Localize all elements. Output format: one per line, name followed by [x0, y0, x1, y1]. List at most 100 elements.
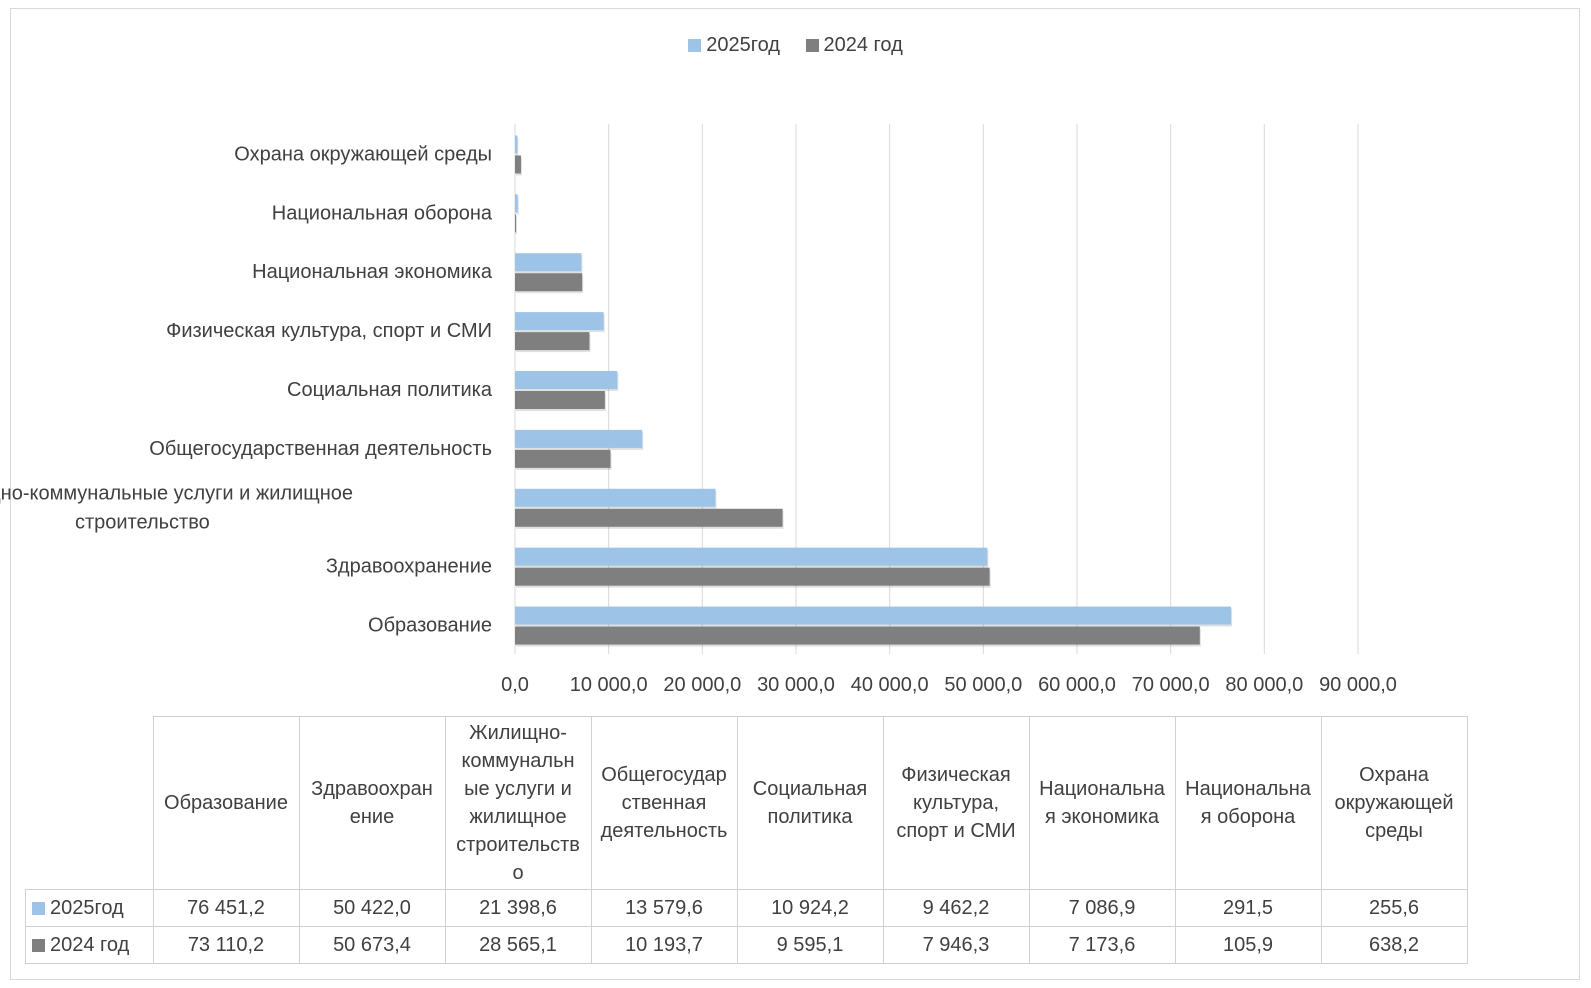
table-header-cell: Физическая культура, спорт и СМИ	[882, 716, 1030, 890]
table-header-line: Национальна	[1185, 777, 1311, 800]
bar-chart: Образование Здравоохранение Жилищно-коммун…	[0, 124, 1397, 696]
table-cell: 7 173,6	[1028, 925, 1176, 964]
category-label: Физическая культура, спорт и СМИ	[166, 320, 492, 342]
table-row-label: 2025год	[50, 896, 124, 919]
table-header-cell: Общегосудар ственная деятельность	[590, 716, 738, 890]
table-row: 2024 год 73 110,2 50 673,4 28 565,1 10 193,7…	[25, 925, 1468, 964]
chart-legend: 2025год 2024 год	[0, 34, 1591, 58]
table-header-line: Общегосудар	[601, 763, 727, 786]
table-header-line: Здравоохран	[311, 777, 433, 800]
category-label: Социальная политика	[287, 379, 493, 401]
x-tick-label: 70 000,0	[1132, 674, 1210, 696]
legend-label-2024: 2024 год	[823, 34, 903, 56]
table-cell: 9 462,2	[882, 888, 1030, 927]
category-label-line: строительство	[75, 511, 210, 533]
table-header-cell: Национальна я оборона	[1174, 716, 1322, 890]
table-header-cell: Национальна я экономика	[1028, 716, 1176, 890]
table-header-line: я оборона	[1200, 805, 1296, 828]
table-header-line: спорт и СМИ	[896, 819, 1016, 842]
x-tick-label: 90 000,0	[1319, 674, 1397, 696]
table-header-line: окружающей	[1334, 791, 1454, 814]
legend-item-2024: 2024 год	[805, 34, 903, 57]
table-header-line: коммунальн	[461, 749, 575, 772]
bar-2025	[515, 253, 582, 272]
bar-2024	[515, 508, 783, 527]
category-label: Общегосударственная деятельность	[149, 438, 492, 460]
bar-2024	[515, 626, 1200, 645]
x-tick-label: 40 000,0	[851, 674, 929, 696]
bar-2025	[515, 488, 716, 507]
table-row-label: 2024 год	[50, 933, 130, 956]
table-header-line: ые услуги и	[464, 777, 572, 800]
bar-2024	[515, 332, 590, 351]
category-label: Образование	[368, 615, 492, 637]
category-label-line: Физическая культура, спорт и СМИ	[166, 320, 492, 342]
table-cell: 638,2	[1320, 925, 1468, 964]
table-header-cell: Образование	[152, 716, 300, 890]
table-cell: 9 595,1	[736, 925, 884, 964]
table-header-cell: Здравоохран ение	[298, 716, 446, 890]
table-row-header: 2025год	[25, 888, 154, 927]
bar-2025	[515, 194, 518, 213]
table-legend-swatch	[32, 901, 45, 915]
table-cell: 10 193,7	[590, 925, 738, 964]
table-cell: 7 946,3	[882, 925, 1030, 964]
table-cell: 50 673,4	[298, 925, 446, 964]
table-header-line: Социальная	[752, 777, 868, 800]
table-cell: 76 451,2	[152, 888, 300, 927]
table-cell: 7 086,9	[1028, 888, 1176, 927]
bars	[515, 135, 1233, 647]
table-header-line: деятельность	[600, 819, 728, 842]
table-corner	[25, 716, 154, 890]
category-label-line: Образование	[368, 615, 492, 637]
table-header-line: Жилищно-	[469, 721, 567, 744]
bar-2025	[515, 547, 988, 566]
bar-2024	[515, 391, 605, 409]
bar-2025	[515, 312, 604, 331]
bar-2024	[515, 155, 521, 174]
table-header-line: жилищное	[469, 805, 567, 828]
table-header-line: Физическая	[901, 763, 1011, 786]
category-label: Национальная экономика	[252, 261, 493, 283]
category-label-line: Охрана окружающей среды	[234, 143, 492, 165]
bar-2024	[515, 449, 611, 468]
value-axis-tick-labels: 0,0 10 000,0 20 000,0 30 000,0 40 000,0 50 00…	[501, 674, 1397, 696]
x-tick-label: 10 000,0	[570, 674, 648, 696]
category-label-line: Жилищно-коммунальные услуги и жилищное	[0, 482, 353, 504]
table-cell: 21 398,6	[444, 888, 592, 927]
bar-2025	[515, 371, 618, 389]
table-header-line: ение	[349, 805, 395, 828]
table-cell: 50 422,0	[298, 888, 446, 927]
category-label-line: Национальная оборона	[272, 202, 493, 224]
category-axis-labels: Образование Здравоохранение Жилищно-коммун…	[0, 143, 493, 636]
table-cell: 255,6	[1320, 888, 1468, 927]
table-header-cell: Жилищно-коммунальн ые услуги и жилищное стр…	[444, 716, 592, 890]
legend-swatch-2024	[805, 39, 819, 52]
category-label: Национальная оборона	[272, 202, 493, 224]
bar-2025	[515, 429, 643, 448]
table-cell: 291,5	[1174, 888, 1322, 927]
table-header-line: среды	[1365, 819, 1423, 842]
x-tick-label: 80 000,0	[1225, 674, 1303, 696]
table-header-line: о	[512, 861, 524, 884]
data-table: Образование Здравоохран ение Жилищно-коммун…	[25, 716, 1468, 964]
table-cell: 10 924,2	[736, 888, 884, 927]
x-tick-label: 0,0	[501, 674, 529, 696]
table-cell: 73 110,2	[152, 925, 300, 964]
table-cell: 105,9	[1174, 925, 1322, 964]
table-cell: 28 565,1	[444, 925, 592, 964]
table-header-line: Образование	[164, 791, 288, 814]
table-header-line: ственная	[621, 791, 707, 814]
category-label-line: Общегосударственная деятельность	[149, 438, 492, 460]
x-tick-label: 50 000,0	[944, 674, 1022, 696]
bar-2025	[515, 606, 1232, 625]
bar-2024	[515, 567, 990, 586]
table-header-line: строительств	[456, 833, 580, 856]
x-tick-label: 30 000,0	[757, 674, 835, 696]
category-label-line: Социальная политика	[287, 379, 493, 401]
table-row-header: 2024 год	[25, 925, 154, 964]
legend-label-2025: 2025год	[706, 34, 780, 56]
table-row: 2025год 76 451,2 50 422,0 21 398,6 13 579,6 1…	[25, 888, 1468, 927]
table-header-line: Охрана	[1359, 763, 1429, 786]
table-header-cell: Охрана окружающей среды	[1320, 716, 1468, 890]
